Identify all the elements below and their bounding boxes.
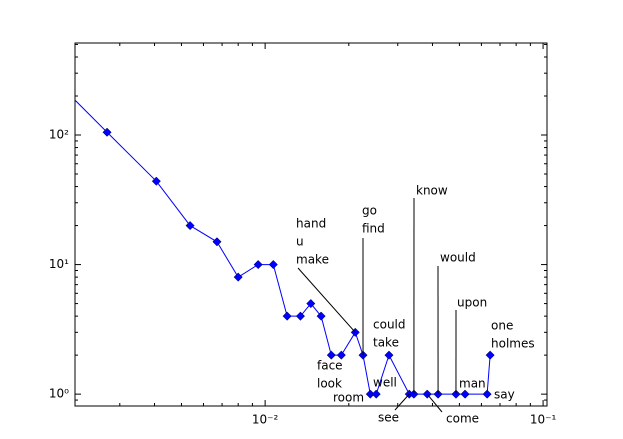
- annotation-text: see: [378, 411, 399, 425]
- annotation-text: one: [491, 319, 513, 333]
- data-point: [268, 260, 278, 270]
- plot-frame: [74, 42, 548, 407]
- x-tick-label: 10⁻²: [252, 413, 279, 427]
- annotation-text: face: [317, 359, 343, 373]
- annotation-text: say: [494, 388, 515, 402]
- x-tick-label: 10⁻¹: [530, 413, 557, 427]
- data-point: [306, 299, 316, 309]
- data-point: [253, 260, 263, 270]
- annotation-text: u: [296, 235, 304, 249]
- data-point: [316, 311, 326, 321]
- data-point: [336, 350, 346, 360]
- annotation-arrow: [426, 393, 443, 413]
- annotation-text: man: [459, 377, 486, 391]
- annotation-text: find: [362, 222, 385, 236]
- data-point: [185, 221, 195, 231]
- annotation-text: know: [416, 184, 448, 198]
- data-point: [102, 127, 112, 137]
- data-point: [282, 311, 292, 321]
- data-point: [233, 272, 243, 282]
- annotation-text: look: [317, 377, 342, 391]
- data-point: [485, 350, 495, 360]
- data-point: [151, 176, 161, 186]
- y-tick-label: 10¹: [49, 257, 69, 271]
- data-point: [371, 389, 381, 399]
- data-point: [212, 237, 222, 247]
- annotation-text: room: [333, 391, 364, 405]
- y-tick-label: 10⁰: [49, 387, 69, 401]
- data-point: [482, 389, 492, 399]
- annotation-text: hand: [296, 217, 326, 231]
- annotation-text: holmes: [491, 337, 535, 351]
- annotation-text: take: [373, 336, 399, 350]
- data-point: [460, 389, 470, 399]
- data-point: [295, 311, 306, 321]
- data-point: [384, 350, 394, 360]
- annotation-text: upon: [457, 296, 487, 310]
- annotation-arrow: [297, 267, 356, 333]
- annotation-text: would: [440, 251, 476, 265]
- annotation-text: go: [362, 204, 377, 218]
- annotation-text: well: [373, 376, 397, 390]
- annotation-text: come: [446, 412, 479, 426]
- annotation-arrow: [394, 393, 410, 411]
- data-point: [326, 350, 336, 360]
- y-tick-label: 10²: [49, 128, 69, 142]
- annotation-text: make: [296, 253, 329, 267]
- annotation-text: could: [373, 318, 406, 332]
